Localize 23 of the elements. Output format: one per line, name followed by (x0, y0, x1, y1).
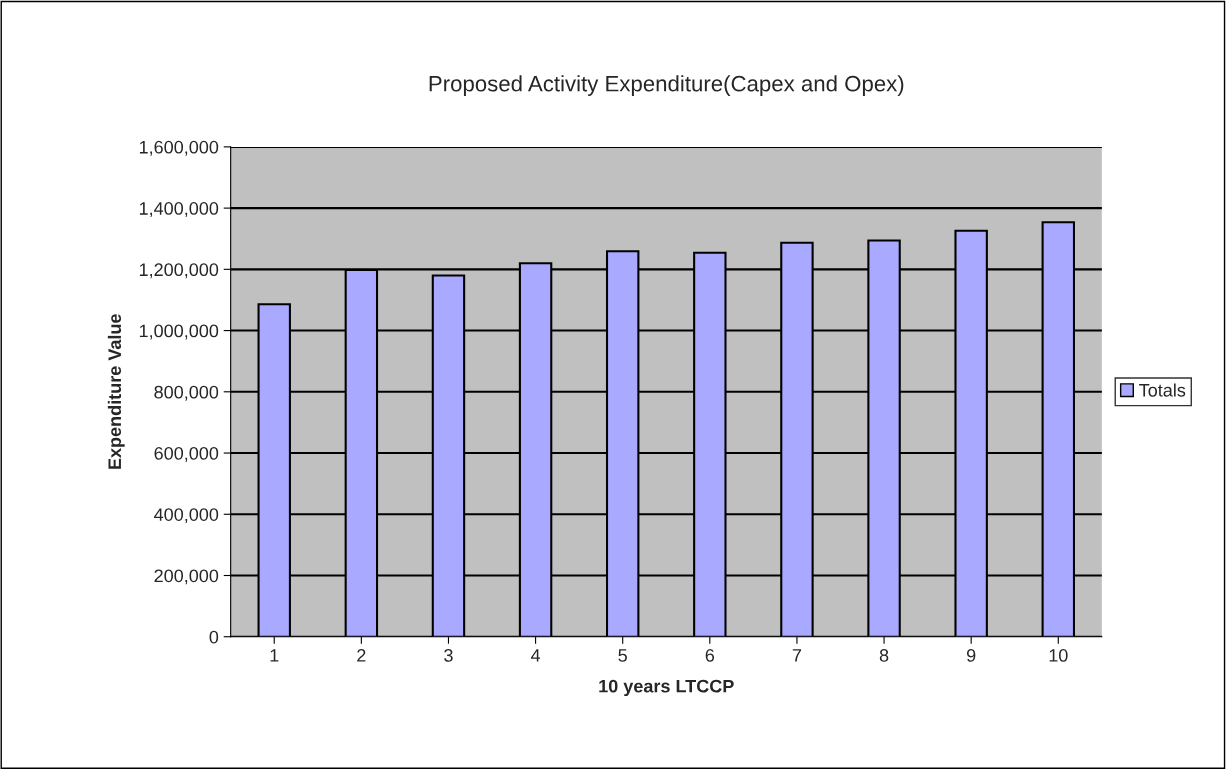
x-tick-label: 5 (618, 649, 627, 662)
x-tick-label: 4 (530, 649, 541, 662)
x-tick-label: 2 (357, 649, 366, 662)
y-tick-label: 1,000,000 (139, 324, 219, 340)
x-tick-label: 8 (879, 649, 889, 662)
x-tick-label: 7 (792, 649, 802, 662)
y-tick-label: 200,000 (154, 569, 219, 585)
chart-title: Proposed Activity Expenditure(Capex and Opex) (429, 75, 904, 96)
y-tick-label: 1,600,000 (139, 140, 219, 156)
y-tick-label: 0 (209, 630, 219, 644)
y-tick-label: 1,400,000 (139, 202, 219, 217)
y-tick-label: 1,200,000 (139, 263, 219, 279)
x-axis-title: 10 years LTCCP (599, 679, 734, 697)
y-tick-label: 800,000 (154, 385, 219, 401)
y-tick-label: 400,000 (154, 508, 219, 524)
legend-label: Totals (1139, 383, 1186, 397)
x-tick-label: 1 (270, 649, 279, 662)
x-tick-label: 10 (1049, 649, 1068, 662)
x-tick-label: 9 (967, 649, 976, 662)
x-tick-label: 6 (705, 649, 715, 662)
y-tick-label: 600,000 (154, 446, 219, 462)
y-axis-title: Expenditure Value (107, 314, 125, 469)
x-tick-label: 3 (444, 649, 453, 662)
